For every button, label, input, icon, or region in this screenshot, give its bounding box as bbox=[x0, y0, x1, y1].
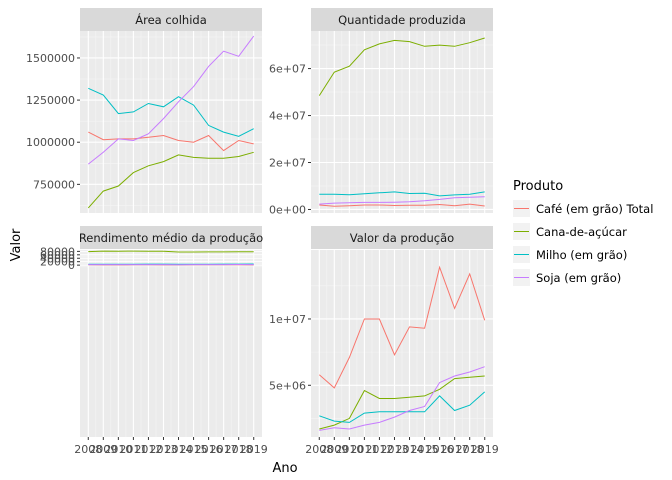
x-tick-label: 2014 bbox=[396, 443, 424, 456]
x-tick-label: 2008 bbox=[305, 443, 333, 456]
y-axis-title: Valor bbox=[9, 228, 24, 261]
y-axis: 5e+06 1e+07 bbox=[269, 313, 311, 392]
x-tick-label: 2017 bbox=[441, 443, 469, 456]
facet-title: Valor da produção bbox=[350, 231, 454, 245]
y-tick-label: 1000000 bbox=[26, 136, 75, 149]
x-tick-label: 2014 bbox=[165, 443, 193, 456]
facet-strip bbox=[80, 8, 262, 31]
series-line-cafe-em-grao-total bbox=[319, 203, 485, 207]
series-line-milho-em-grao bbox=[319, 191, 485, 197]
y-tick-label: 0 bbox=[68, 259, 75, 272]
series-line-milho-em-grao bbox=[88, 87, 254, 137]
gridlines bbox=[311, 31, 493, 213]
y-tick-label: 1e+07 bbox=[269, 313, 306, 326]
series-lines bbox=[88, 250, 254, 266]
y-tick-label: 1500000 bbox=[26, 52, 75, 65]
x-tick-label: 2013 bbox=[149, 443, 177, 456]
facet-title: Área colhida bbox=[135, 12, 207, 27]
series-line-cafe-em-grao-total bbox=[88, 131, 254, 152]
series-line-soja-em-grao bbox=[319, 196, 485, 205]
facet-strip bbox=[311, 226, 493, 249]
series-line-soja-em-grao bbox=[87, 35, 255, 165]
y-axis: 0e+00 2e+07 4e+07 6e+07 bbox=[269, 63, 311, 216]
facet-title: Rendimento médio da produção bbox=[79, 231, 263, 245]
legend-label: Cana-de-açúcar bbox=[536, 225, 627, 239]
series-line-cana-de-acucar bbox=[319, 375, 485, 430]
y-tick-label: 5e+06 bbox=[269, 379, 306, 392]
legend-item-cafe-em-grao-total: Café (em grão) Total bbox=[513, 200, 653, 217]
x-tick-label: 2009 bbox=[320, 443, 348, 456]
y-tick-label: 2e+07 bbox=[269, 157, 306, 170]
x-tick-label: 2015 bbox=[411, 443, 439, 456]
y-axis: 750000 1000000 1250000 1500000 bbox=[26, 52, 80, 191]
series-lines bbox=[318, 37, 485, 207]
x-tick-label: 2010 bbox=[335, 443, 363, 456]
x-tick-label: 2017 bbox=[210, 443, 238, 456]
legend-item-cana-de-acucar: Cana-de-açúcar bbox=[513, 223, 627, 240]
x-tick-label: 2015 bbox=[180, 443, 208, 456]
y-tick-label: 40000 bbox=[40, 252, 75, 265]
legend-item-soja-em-grao: Soja (em grão) bbox=[513, 269, 621, 286]
y-tick-label: 6e+07 bbox=[269, 63, 306, 76]
x-tick-label: 2011 bbox=[350, 443, 378, 456]
x-tick-label: 2016 bbox=[426, 443, 454, 456]
facet-strip bbox=[80, 226, 262, 249]
series-line-cana-de-acucar bbox=[318, 37, 485, 96]
panel-valor-da-producao: Valor da produção5e+061e+072008200920102… bbox=[269, 226, 499, 456]
series-line-cafe-em-grao-total bbox=[318, 265, 486, 389]
y-tick-label: 4e+07 bbox=[269, 110, 306, 123]
legend-label: Soja (em grão) bbox=[536, 271, 621, 285]
legend-label: Café (em grão) Total bbox=[536, 202, 653, 216]
legend: Produto Café (em grão) Total Cana-de-açúc… bbox=[513, 179, 653, 286]
x-tick-label: 2013 bbox=[380, 443, 408, 456]
series-line-cana-de-acucar bbox=[87, 151, 254, 209]
x-axis-title: Ano bbox=[272, 461, 297, 476]
series-lines bbox=[87, 35, 255, 209]
x-tick-label: 2016 bbox=[195, 443, 223, 456]
x-tick-label: 2019 bbox=[240, 443, 268, 456]
x-axis: 2008200920102011201220132014201520162017… bbox=[74, 437, 268, 456]
series-line-cana-de-acucar bbox=[88, 250, 254, 253]
gridlines bbox=[311, 250, 493, 437]
y-tick-label: 0e+00 bbox=[269, 203, 306, 216]
x-axis: 2008200920102011201220132014201520162017… bbox=[305, 437, 499, 456]
facet-strip bbox=[311, 8, 493, 31]
series-line-soja-em-grao bbox=[319, 366, 485, 431]
panel-quantidade-produzida: Quantidade produzida 0e+00 2e+07 4e+07 6e+07 bbox=[269, 8, 493, 216]
legend-item-milho-em-grao: Milho (em grão) bbox=[513, 246, 627, 263]
facet-title: Quantidade produzida bbox=[338, 13, 466, 27]
y-tick-label: 20000 bbox=[40, 256, 75, 269]
x-tick-label: 2009 bbox=[89, 443, 117, 456]
x-tick-label: 2018 bbox=[456, 443, 484, 456]
series-lines bbox=[318, 265, 486, 431]
x-tick-label: 2018 bbox=[225, 443, 253, 456]
x-tick-label: 2019 bbox=[471, 443, 499, 456]
legend-items: Café (em grão) Total Cana-de-açúcar Milho … bbox=[513, 200, 653, 286]
legend-label: Milho (em grão) bbox=[536, 248, 627, 262]
x-tick-label: 2012 bbox=[365, 443, 393, 456]
panel-area-colhida: Área colhida 750000 1000000 1250000 1500000 bbox=[26, 8, 262, 213]
x-tick-label: 2008 bbox=[74, 443, 102, 456]
panel-rendimento-medio-da-producao: Rendimento médio da produção020000400006… bbox=[40, 226, 268, 456]
y-tick-label: 1250000 bbox=[26, 94, 75, 107]
panels: Área colhida 750000 1000000 1250000 1500000 Q… bbox=[26, 8, 499, 456]
x-tick-label: 2010 bbox=[104, 443, 132, 456]
x-tick-label: 2011 bbox=[119, 443, 147, 456]
series-line-milho-em-grao bbox=[319, 391, 486, 423]
gridlines bbox=[80, 31, 262, 213]
legend-title: Produto bbox=[513, 179, 563, 194]
y-tick-label: 750000 bbox=[33, 178, 75, 191]
x-tick-label: 2012 bbox=[134, 443, 162, 456]
y-tick-label: 80000 bbox=[40, 245, 75, 258]
y-tick-label: 60000 bbox=[40, 249, 75, 262]
